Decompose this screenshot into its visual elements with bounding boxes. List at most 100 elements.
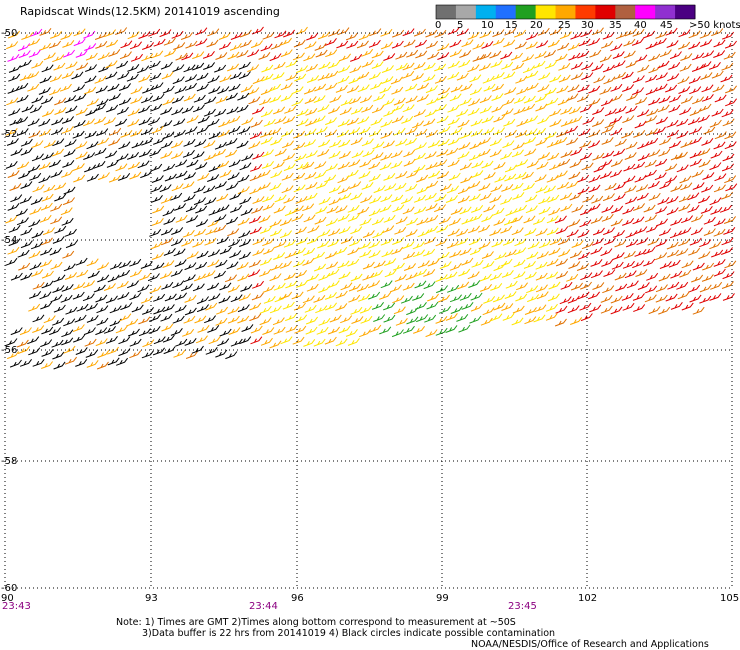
wind-barb bbox=[20, 181, 33, 189]
wind-barb bbox=[560, 106, 573, 115]
wind-barb bbox=[588, 140, 601, 149]
wind-barb bbox=[691, 169, 704, 178]
wind-barb bbox=[425, 85, 438, 94]
wind-barb bbox=[291, 98, 304, 107]
wind-barb bbox=[504, 249, 517, 258]
wind-barb bbox=[195, 27, 208, 36]
wind-barb bbox=[182, 229, 195, 238]
wind-barb bbox=[152, 347, 165, 356]
wind-barb bbox=[325, 218, 338, 227]
wind-barb bbox=[688, 30, 701, 39]
wind-barb bbox=[698, 148, 711, 156]
attribution: NOAA/NESDIS/Office of Research and Appli… bbox=[471, 639, 709, 650]
wind-barb bbox=[624, 270, 637, 279]
wind-barb bbox=[370, 270, 383, 278]
wind-barb bbox=[644, 214, 657, 223]
wind-barb bbox=[533, 60, 546, 69]
legend-swatch bbox=[575, 5, 596, 19]
wind-barb bbox=[577, 94, 590, 103]
wind-barb bbox=[86, 173, 99, 182]
wind-barb bbox=[285, 59, 298, 68]
wind-barb bbox=[103, 326, 116, 334]
wind-barb bbox=[108, 138, 121, 146]
wind-barb bbox=[272, 161, 285, 170]
wind-barb bbox=[577, 230, 590, 238]
wind-barb bbox=[280, 336, 293, 345]
wind-barb bbox=[30, 241, 43, 250]
wind-barb bbox=[269, 305, 282, 314]
wind-barb bbox=[368, 250, 381, 259]
wind-barb bbox=[458, 59, 471, 68]
wind-barb bbox=[711, 108, 724, 117]
wind-barb bbox=[325, 251, 338, 259]
wind-barb bbox=[10, 148, 23, 156]
wind-barb bbox=[63, 49, 75, 58]
wind-barb bbox=[524, 271, 537, 280]
wind-barb bbox=[109, 127, 122, 136]
wind-barb bbox=[450, 84, 463, 93]
wind-barb bbox=[382, 225, 395, 234]
wind-barb bbox=[392, 237, 405, 245]
wind-barb bbox=[414, 302, 427, 310]
wind-barb bbox=[359, 218, 372, 226]
wind-barb bbox=[72, 130, 85, 139]
wind-barb bbox=[512, 62, 525, 71]
wind-barb bbox=[269, 95, 282, 103]
wind-barb bbox=[170, 328, 183, 336]
wind-barb bbox=[346, 169, 359, 178]
wind-barb bbox=[272, 72, 285, 80]
legend-tick-label: 15 bbox=[505, 20, 518, 31]
wind-barb bbox=[658, 306, 671, 315]
wind-barb bbox=[5, 338, 18, 347]
wind-barb bbox=[560, 192, 573, 201]
wind-barb bbox=[659, 137, 672, 146]
wind-barb bbox=[512, 192, 525, 200]
wind-barb bbox=[657, 60, 670, 69]
wind-barb bbox=[446, 240, 459, 249]
wind-barb bbox=[162, 97, 175, 106]
wind-barb bbox=[171, 227, 184, 235]
wind-barb bbox=[467, 31, 480, 40]
wind-barb bbox=[252, 151, 265, 160]
wind-barb bbox=[698, 195, 710, 204]
wind-barb bbox=[500, 151, 513, 160]
wind-barb bbox=[85, 52, 98, 61]
wind-barb bbox=[219, 328, 232, 337]
wind-barb bbox=[644, 159, 657, 168]
wind-barb bbox=[129, 171, 142, 180]
wind-barb bbox=[150, 195, 163, 203]
wind-barb bbox=[689, 158, 702, 167]
wind-barb bbox=[172, 64, 185, 73]
wind-barb bbox=[305, 150, 318, 159]
legend-tick-label: 20 bbox=[530, 20, 543, 31]
wind-barb bbox=[549, 119, 562, 127]
wind-barb bbox=[306, 75, 319, 83]
wind-barb bbox=[648, 97, 661, 106]
wind-barb bbox=[560, 150, 573, 158]
wind-barb bbox=[142, 42, 154, 50]
wind-barb bbox=[370, 81, 383, 90]
wind-barb bbox=[612, 252, 625, 260]
wind-barb bbox=[295, 237, 308, 245]
wind-barb bbox=[75, 141, 88, 150]
wind-barb bbox=[274, 240, 287, 248]
wind-barb bbox=[370, 117, 383, 126]
wind-barb bbox=[434, 75, 447, 84]
wind-barb bbox=[524, 307, 537, 315]
wind-barb bbox=[293, 259, 305, 268]
wind-barb bbox=[380, 280, 393, 289]
wind-barb bbox=[217, 129, 230, 138]
wind-barb bbox=[118, 336, 131, 345]
wind-barb bbox=[149, 229, 162, 237]
wind-barb bbox=[601, 259, 614, 267]
wind-barb bbox=[192, 104, 205, 113]
wind-barb bbox=[258, 169, 271, 178]
wind-barb bbox=[339, 107, 352, 116]
wind-barb bbox=[216, 236, 229, 245]
wind-barb bbox=[381, 249, 394, 258]
wind-barb bbox=[171, 151, 184, 160]
wind-barb bbox=[725, 85, 737, 94]
wind-barb bbox=[171, 140, 183, 149]
wind-barb bbox=[313, 115, 326, 124]
wind-barb bbox=[105, 336, 118, 344]
